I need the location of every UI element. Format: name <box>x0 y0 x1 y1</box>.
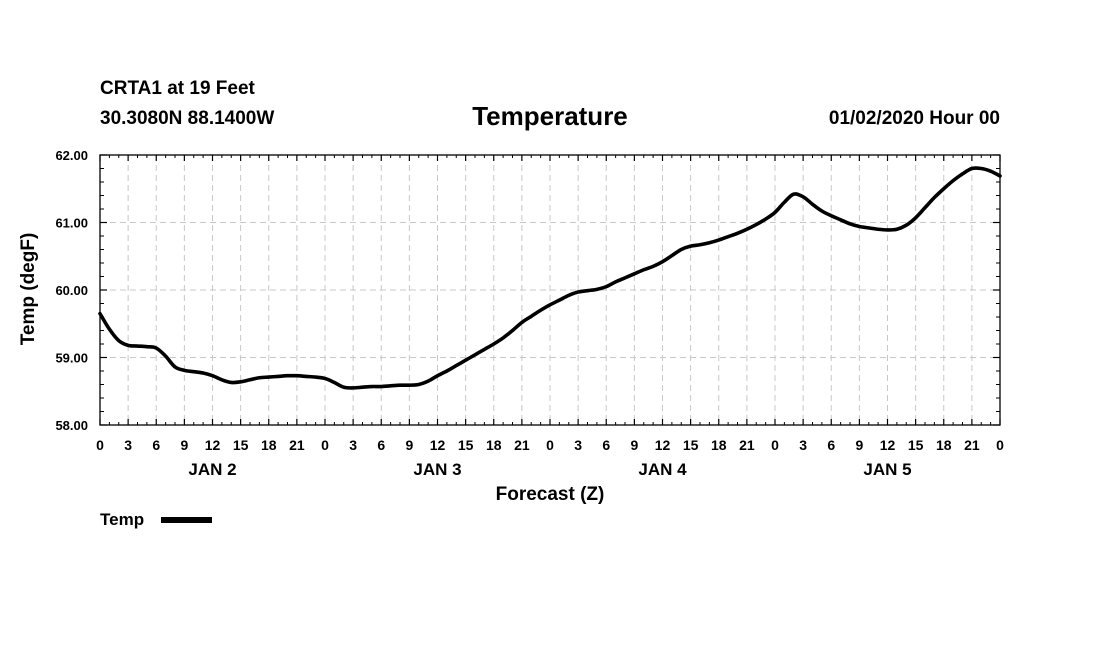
x-tick-label: 0 <box>996 437 1004 453</box>
x-tick-label: 21 <box>289 437 305 453</box>
x-tick-label: 15 <box>683 437 699 453</box>
x-tick-label: 0 <box>321 437 329 453</box>
y-tick-labels: 58.00 59.00 60.00 61.00 62.00 <box>55 148 88 433</box>
y-axis-label: Temp (degF) <box>18 233 39 346</box>
y-tick-label: 62.00 <box>55 148 88 163</box>
x-tick-label: 15 <box>233 437 249 453</box>
legend: Temp <box>100 510 212 529</box>
x-tick-label: 9 <box>180 437 188 453</box>
chart-title: Temperature <box>472 101 628 131</box>
legend-label: Temp <box>100 510 144 529</box>
x-tick-label: 18 <box>261 437 277 453</box>
x-tick-label: 21 <box>964 437 980 453</box>
x-axis-label: Forecast (Z) <box>496 484 605 505</box>
x-tick-label: 12 <box>655 437 671 453</box>
x-tick-label: 15 <box>908 437 924 453</box>
gridlines <box>100 155 1000 425</box>
x-tick-label: 9 <box>630 437 638 453</box>
station-label: CRTA1 at 19 Feet <box>100 78 256 99</box>
x-tick-label: 18 <box>711 437 727 453</box>
x-tick-label: 0 <box>771 437 779 453</box>
x-tick-label: 18 <box>486 437 502 453</box>
x-tick-label: 6 <box>152 437 160 453</box>
day-labels: JAN 2 JAN 3 JAN 4 JAN 5 <box>188 460 911 479</box>
x-tick-label: 12 <box>205 437 221 453</box>
day-label: JAN 3 <box>413 460 461 479</box>
location-label: 30.3080N 88.1400W <box>100 108 274 129</box>
x-tick-label: 21 <box>739 437 755 453</box>
forecast-datetime: 01/02/2020 Hour 00 <box>829 108 1000 129</box>
y-tick-label: 58.00 <box>55 418 88 433</box>
x-tick-label: 18 <box>936 437 952 453</box>
x-tick-labels: 0 3 6 9 12 15 18 21 0 3 6 9 12 15 18 21 0 3 6 9 12 15 18 21 0 3 6 9… <box>96 437 1004 453</box>
x-tick-label: 9 <box>855 437 863 453</box>
x-tick-label: 0 <box>96 437 104 453</box>
series-line-temp <box>98 166 1002 390</box>
y-tick-label: 59.00 <box>55 351 88 366</box>
x-tick-label: 3 <box>799 437 807 453</box>
day-label: JAN 2 <box>188 460 236 479</box>
x-tick-label: 9 <box>405 437 413 453</box>
x-tick-label: 12 <box>430 437 446 453</box>
x-tick-label: 3 <box>349 437 357 453</box>
x-tick-label: 12 <box>880 437 896 453</box>
x-tick-label: 6 <box>827 437 835 453</box>
y-tick-label: 60.00 <box>55 283 88 298</box>
x-tick-label: 3 <box>574 437 582 453</box>
x-tick-label: 6 <box>602 437 610 453</box>
y-tick-label: 61.00 <box>55 216 88 231</box>
x-tick-label: 3 <box>124 437 132 453</box>
x-tick-label: 6 <box>377 437 385 453</box>
x-tick-label: 21 <box>514 437 530 453</box>
x-tick-label: 15 <box>458 437 474 453</box>
series-layer <box>98 166 1002 390</box>
day-label: JAN 4 <box>638 460 687 479</box>
day-label: JAN 5 <box>863 460 911 479</box>
x-tick-label: 0 <box>546 437 554 453</box>
axis-ticks <box>99 154 1001 426</box>
